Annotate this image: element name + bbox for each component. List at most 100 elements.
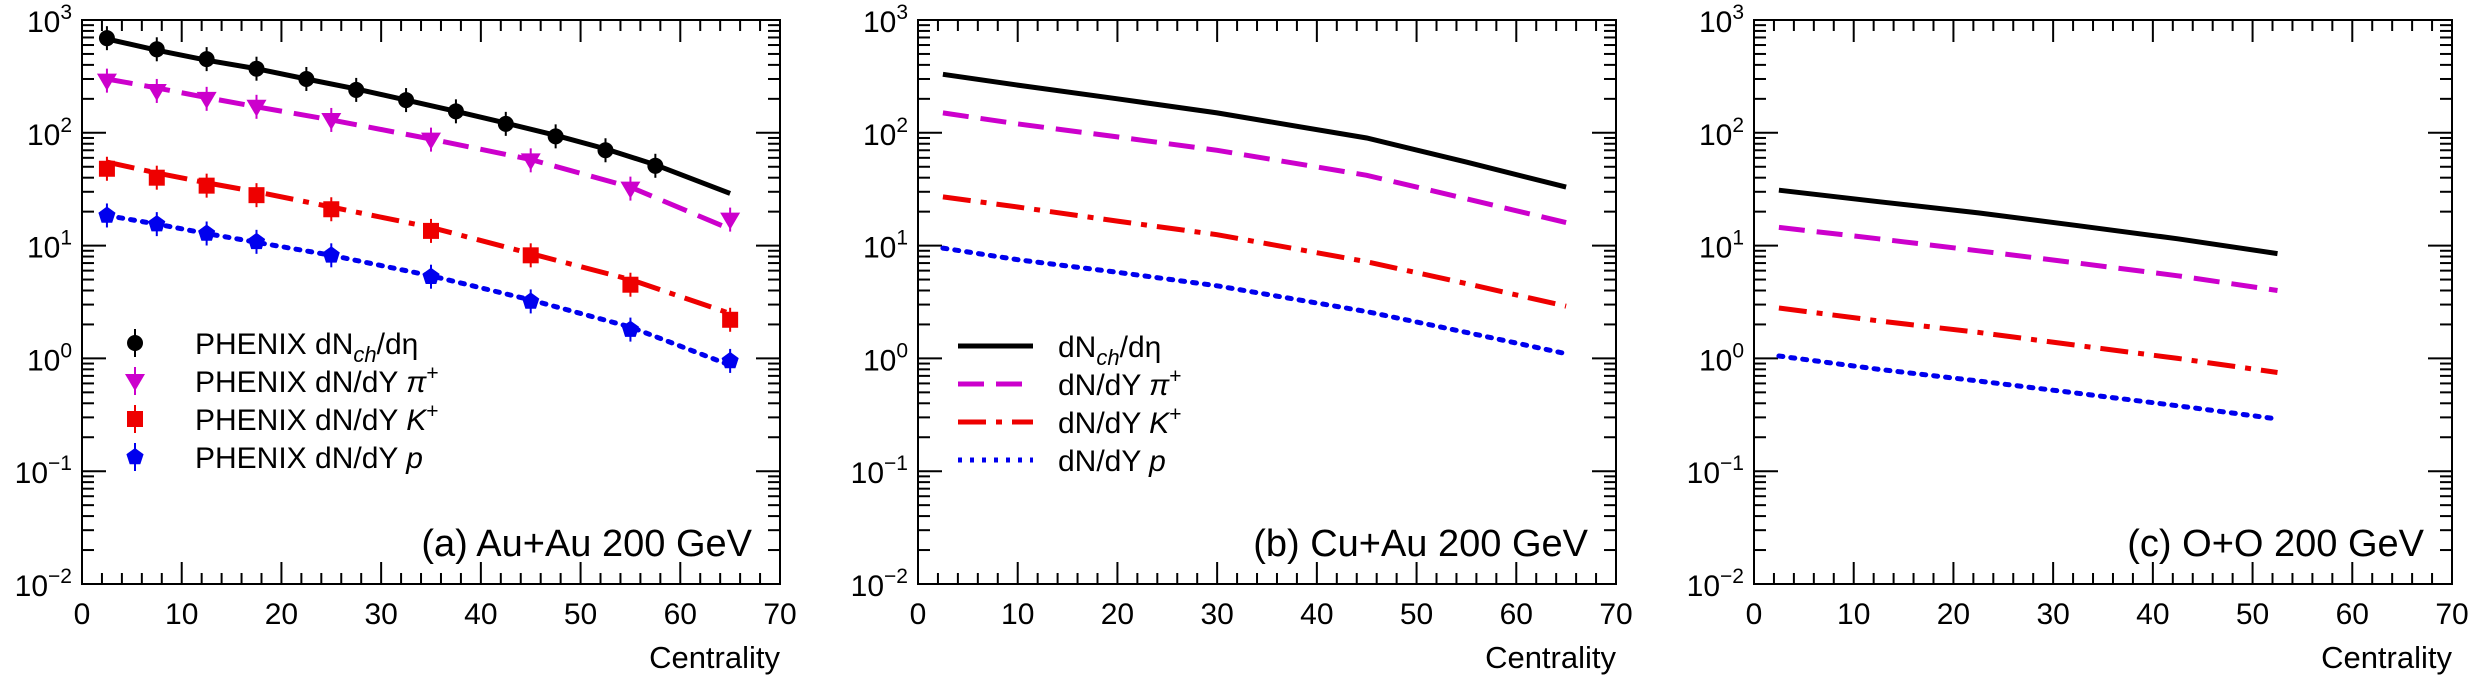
y-tick-label: 101 xyxy=(1699,227,1744,265)
x-tick-label: 50 xyxy=(2236,598,2269,631)
legend-label: PHENIX dNch/dη xyxy=(195,328,418,367)
legend-label: dN/dY K+ xyxy=(1058,403,1181,440)
data-point xyxy=(98,206,116,223)
x-axis-label: Centrality xyxy=(2321,640,2452,675)
series-line xyxy=(940,245,1569,357)
x-tick-label: 20 xyxy=(265,598,298,631)
x-tick-label: 40 xyxy=(1300,598,1333,631)
x-tick-label: 60 xyxy=(664,598,697,631)
y-tick-label: 10−1 xyxy=(1687,452,1744,490)
data-point xyxy=(447,103,464,120)
data-point xyxy=(247,232,266,250)
y-tick-label: 10−2 xyxy=(15,565,72,603)
plot-frame xyxy=(81,19,781,585)
x-tick-label: 70 xyxy=(763,598,796,631)
panel-title: (a) Au+Au 200 GeV xyxy=(421,523,752,565)
y-tick-label: 101 xyxy=(863,227,908,265)
x-tick-label: 50 xyxy=(1400,598,1433,631)
data-point xyxy=(647,157,664,174)
x-tick-label: 10 xyxy=(1001,598,1034,631)
legend-marker xyxy=(127,335,143,351)
panel-c: 0 10 20 30 40 50 60 70 10−2 10−1 100 101 102 103 Centr… xyxy=(1687,1,2469,675)
data-point xyxy=(198,51,215,68)
x-tick-label: 40 xyxy=(2136,598,2169,631)
x-axis-label: Centrality xyxy=(1485,640,1616,675)
data-point xyxy=(622,276,639,293)
data-point xyxy=(248,187,265,204)
legend-marker xyxy=(125,374,145,391)
data-point xyxy=(323,201,340,218)
data-point xyxy=(146,83,167,101)
marker-series xyxy=(98,203,739,373)
y-tick-label: 10−1 xyxy=(851,452,908,490)
data-point xyxy=(96,73,117,91)
y-tick-label: 10−1 xyxy=(15,452,72,490)
data-point xyxy=(298,70,315,87)
series-line xyxy=(1778,305,2278,375)
panel-b: 0 10 20 30 40 50 60 70 10−2 10−1 100 101 102 103 Centr… xyxy=(851,1,1633,675)
data-point xyxy=(422,267,440,284)
data-point xyxy=(621,320,639,337)
data-point xyxy=(321,112,342,130)
y-tick-label: 102 xyxy=(863,114,908,152)
panel-title: (b) Cu+Au 200 GeV xyxy=(1253,523,1588,565)
data-point xyxy=(198,177,215,194)
plot-frame xyxy=(1753,19,2453,585)
series-line xyxy=(1776,353,2280,422)
x-tick-label: 0 xyxy=(74,598,91,631)
panel-title: (c) O+O 200 GeV xyxy=(2127,523,2424,565)
x-tick-label: 20 xyxy=(1101,598,1134,631)
data-point xyxy=(98,30,115,47)
y-tick-label: 102 xyxy=(1699,114,1744,152)
data-point xyxy=(196,91,217,109)
data-point xyxy=(720,212,741,230)
legend-label: dNch/dη xyxy=(1058,331,1161,370)
y-tick-label: 100 xyxy=(27,339,72,377)
x-tick-label: 30 xyxy=(1200,598,1233,631)
marker-series xyxy=(98,26,664,178)
x-tick-label: 70 xyxy=(1599,598,1632,631)
data-point xyxy=(198,224,216,241)
data-point xyxy=(522,247,539,264)
panel-a: 0 10 20 30 40 50 60 70 10−2 10−1 100 101 102 103 Centr… xyxy=(15,1,797,675)
data-point xyxy=(246,99,267,117)
data-point xyxy=(248,60,265,77)
series-line xyxy=(942,194,1567,309)
data-point xyxy=(398,92,415,109)
legend-marker xyxy=(127,411,143,427)
legend-label: dN/dY p xyxy=(1058,445,1166,478)
x-tick-label: 10 xyxy=(165,598,198,631)
data-point xyxy=(522,292,540,309)
legend-label: PHENIX dN/dY p xyxy=(195,442,423,475)
data-point xyxy=(497,115,514,132)
data-point xyxy=(148,169,165,186)
y-tick-label: 10−2 xyxy=(851,565,908,603)
x-tick-label: 20 xyxy=(1937,598,1970,631)
x-tick-label: 0 xyxy=(1746,598,1763,631)
series-line xyxy=(942,110,1567,226)
legend-marker xyxy=(126,448,144,465)
x-tick-label: 70 xyxy=(2435,598,2468,631)
y-tick-label: 103 xyxy=(27,1,72,39)
data-point xyxy=(98,160,115,177)
plot-frame xyxy=(917,19,1617,585)
data-point xyxy=(547,128,564,145)
x-tick-label: 0 xyxy=(910,598,927,631)
x-tick-label: 50 xyxy=(564,598,597,631)
x-axis-label: Centrality xyxy=(649,640,780,675)
data-point xyxy=(421,132,441,150)
marker-series xyxy=(96,68,741,232)
y-tick-label: 10−2 xyxy=(1687,565,1744,603)
data-point xyxy=(148,215,166,232)
x-tick-label: 40 xyxy=(464,598,497,631)
data-point xyxy=(148,41,165,58)
x-tick-label: 10 xyxy=(1837,598,1870,631)
data-point xyxy=(520,153,541,171)
data-point xyxy=(721,351,739,369)
data-point xyxy=(597,142,614,159)
y-tick-label: 103 xyxy=(863,1,908,39)
data-point xyxy=(620,181,641,199)
y-tick-label: 102 xyxy=(27,114,72,152)
